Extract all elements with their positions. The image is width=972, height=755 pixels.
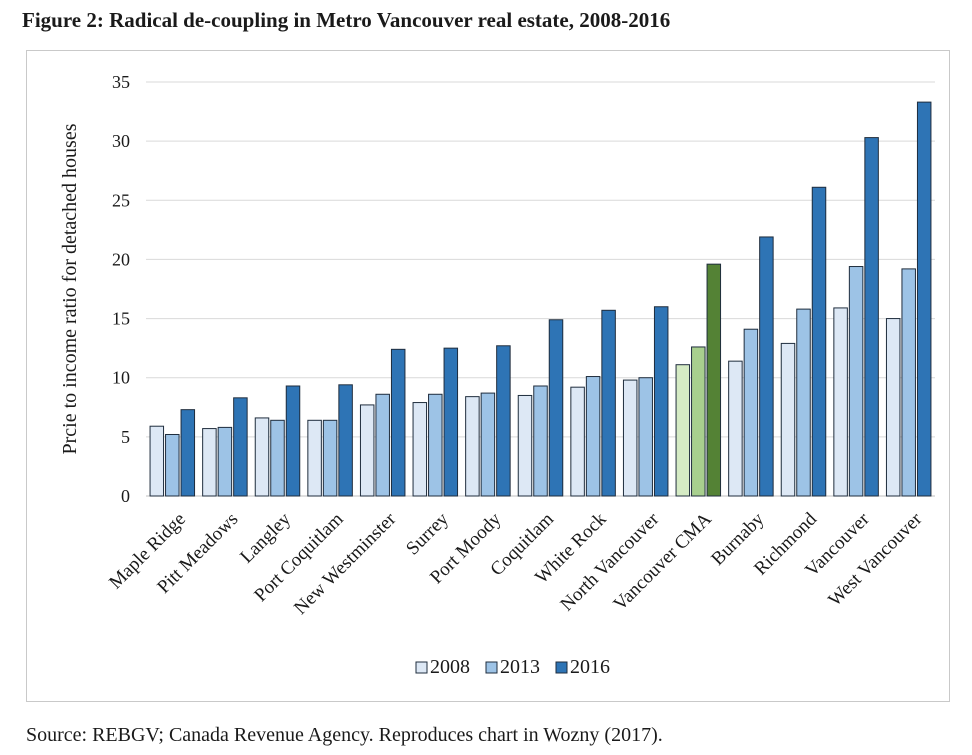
bar-vancouver-2016 bbox=[864, 137, 879, 497]
bar-new-westminster-2008 bbox=[359, 404, 375, 497]
bar-langley-2013 bbox=[270, 419, 285, 497]
bar-port-coquitlam-2016 bbox=[338, 384, 353, 497]
bar-surrey-2008 bbox=[412, 402, 428, 497]
bar-port-coquitlam-2008 bbox=[307, 419, 322, 497]
bar-pitt-meadows-2016 bbox=[233, 397, 248, 497]
bar-west-vancouver-2008 bbox=[885, 318, 901, 497]
bar-langley-2016 bbox=[285, 385, 301, 497]
x-tick-label: West Vancouver bbox=[824, 508, 926, 610]
bar-richmond-2016 bbox=[811, 186, 827, 497]
bar-vancouver-cma-2016 bbox=[706, 263, 722, 497]
y-tick-label: 20 bbox=[112, 249, 130, 269]
bar-port-coquitlam-2013 bbox=[322, 419, 338, 497]
y-tick-label: 5 bbox=[121, 427, 130, 447]
y-tick-label: 15 bbox=[112, 309, 130, 329]
bar-burnaby-2013 bbox=[743, 328, 759, 497]
bar-white-rock-2016 bbox=[601, 309, 616, 497]
bar-vancouver-cma-2013 bbox=[691, 346, 706, 497]
chart-frame bbox=[26, 50, 950, 702]
bar-west-vancouver-2013 bbox=[901, 268, 916, 497]
y-tick-label: 0 bbox=[121, 486, 130, 506]
bar-coquitlam-2016 bbox=[548, 319, 564, 497]
y-tick-label: 25 bbox=[112, 190, 130, 210]
y-tick-label: 30 bbox=[112, 131, 130, 151]
bar-burnaby-2016 bbox=[759, 236, 774, 497]
bar-coquitlam-2013 bbox=[533, 385, 548, 497]
bar-surrey-2013 bbox=[428, 393, 443, 497]
bar-north-vancouver-2008 bbox=[622, 379, 638, 497]
bar-vancouver-2008 bbox=[833, 307, 848, 497]
y-tick-label: 10 bbox=[112, 368, 130, 388]
legend-swatch-2016 bbox=[555, 661, 568, 674]
legend-label-2008: 2008 bbox=[430, 656, 470, 678]
bar-burnaby-2008 bbox=[728, 360, 743, 497]
bar-maple-ridge-2013 bbox=[165, 433, 180, 497]
legend-swatch-2013 bbox=[485, 661, 498, 674]
bar-vancouver-2013 bbox=[848, 266, 864, 497]
bar-pitt-meadows-2008 bbox=[202, 428, 217, 497]
bar-langley-2008 bbox=[254, 417, 270, 497]
y-axis-label: Prcie to income ratio for detached house… bbox=[59, 123, 81, 454]
bar-white-rock-2008 bbox=[570, 386, 585, 497]
bar-new-westminster-2016 bbox=[390, 348, 406, 497]
bar-pitt-meadows-2013 bbox=[217, 426, 233, 497]
legend-label-2016: 2016 bbox=[570, 656, 610, 678]
x-tick-label: Surrey bbox=[402, 508, 453, 559]
bar-port-moody-2008 bbox=[465, 396, 480, 497]
bar-port-moody-2016 bbox=[496, 345, 511, 497]
bar-richmond-2008 bbox=[780, 342, 796, 497]
legend-label-2013: 2013 bbox=[500, 656, 540, 678]
figure-title: Figure 2: Radical de-coupling in Metro V… bbox=[22, 8, 671, 32]
figure-source: Source: REBGV; Canada Revenue Agency. Re… bbox=[26, 724, 663, 746]
bar-maple-ridge-2016 bbox=[180, 409, 196, 497]
bar-north-vancouver-2013 bbox=[638, 377, 653, 497]
x-tick-label: Vancouver CMA bbox=[610, 508, 716, 614]
bar-white-rock-2013 bbox=[585, 376, 601, 497]
y-tick-label: 35 bbox=[112, 72, 130, 92]
legend-swatch-2008 bbox=[415, 661, 428, 674]
bar-surrey-2016 bbox=[443, 347, 459, 497]
bar-west-vancouver-2016 bbox=[916, 101, 932, 497]
bar-port-moody-2013 bbox=[480, 392, 496, 497]
bar-vancouver-cma-2008 bbox=[675, 364, 691, 497]
bar-richmond-2013 bbox=[796, 308, 811, 497]
bar-new-westminster-2013 bbox=[375, 393, 390, 497]
bar-coquitlam-2008 bbox=[517, 394, 533, 497]
bar-north-vancouver-2016 bbox=[653, 306, 669, 497]
bar-maple-ridge-2008 bbox=[149, 425, 165, 497]
